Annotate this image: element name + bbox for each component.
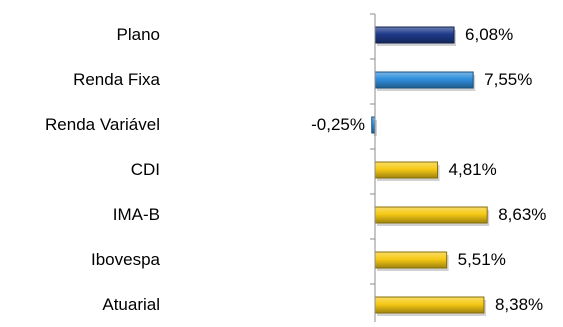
category-label: Renda Variável: [45, 115, 160, 134]
data-label: 6,08%: [465, 25, 513, 44]
category-label: Plano: [117, 25, 160, 44]
data-label: -0,25%: [311, 115, 365, 134]
category-label: IMA-B: [113, 205, 160, 224]
labels-layer: Plano 6,08% Renda Fixa 7,55% Renda Variável -…: [45, 25, 546, 314]
data-label: 5,51%: [458, 250, 506, 269]
bar-atuarial: [374, 296, 485, 314]
category-label: Renda Fixa: [73, 70, 160, 89]
bars-layer: [371, 26, 490, 316]
data-label: 8,63%: [498, 205, 546, 224]
category-label: Atuarial: [102, 295, 160, 314]
bar-renda-fixa: [374, 71, 474, 89]
bar-ima-b: [374, 206, 488, 224]
bar-cdi: [374, 161, 439, 179]
axis-layer: [370, 13, 376, 326]
bar-ibovespa: [374, 251, 448, 269]
data-label: 7,55%: [484, 70, 532, 89]
category-label: Ibovespa: [91, 250, 161, 269]
data-label: 4,81%: [449, 160, 497, 179]
category-label: CDI: [131, 160, 160, 179]
bar-plano: [374, 26, 455, 44]
data-label: 8,38%: [495, 295, 543, 314]
